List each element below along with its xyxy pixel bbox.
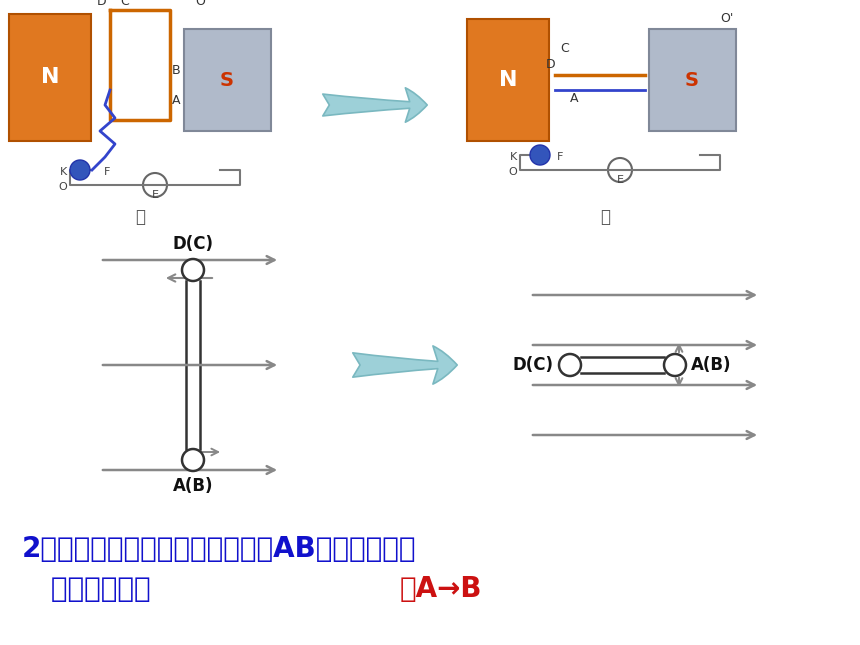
Text: S: S (685, 70, 699, 90)
Text: A: A (570, 92, 579, 105)
Text: 由A→B: 由A→B (400, 575, 482, 603)
Text: N: N (499, 70, 517, 90)
Text: E: E (617, 175, 624, 185)
Text: A: A (172, 94, 181, 106)
FancyBboxPatch shape (467, 19, 549, 141)
Circle shape (559, 354, 581, 376)
FancyBboxPatch shape (9, 14, 91, 141)
Text: D: D (96, 0, 106, 8)
Text: C: C (120, 0, 129, 8)
Text: 丙: 丙 (135, 208, 145, 226)
Text: 个方向流动？: 个方向流动？ (22, 575, 150, 603)
FancyBboxPatch shape (184, 29, 271, 131)
Text: 丁: 丁 (600, 208, 610, 226)
Text: O': O' (720, 12, 734, 25)
Text: 2、在线圈由丙转到丁的过程中，AB边中电流向哪: 2、在线圈由丙转到丁的过程中，AB边中电流向哪 (22, 535, 416, 563)
Text: D: D (545, 59, 555, 72)
Text: A(B): A(B) (173, 477, 213, 495)
Text: C: C (561, 42, 569, 55)
Text: O: O (508, 167, 517, 177)
Text: D(C): D(C) (513, 356, 554, 374)
Text: D(C): D(C) (173, 235, 213, 253)
Text: F: F (556, 152, 563, 162)
Text: K: K (59, 167, 67, 177)
Text: A(B): A(B) (691, 356, 732, 374)
FancyBboxPatch shape (649, 29, 736, 131)
Circle shape (70, 160, 90, 180)
Circle shape (664, 354, 686, 376)
Text: F: F (104, 167, 110, 177)
Circle shape (530, 145, 550, 165)
Circle shape (182, 259, 204, 281)
Circle shape (182, 449, 204, 471)
Text: K: K (510, 152, 517, 162)
Text: N: N (40, 67, 59, 87)
Text: O: O (58, 182, 67, 192)
Text: B: B (172, 63, 181, 77)
Text: E: E (151, 190, 158, 200)
Text: O': O' (195, 0, 208, 8)
Text: S: S (220, 70, 234, 90)
